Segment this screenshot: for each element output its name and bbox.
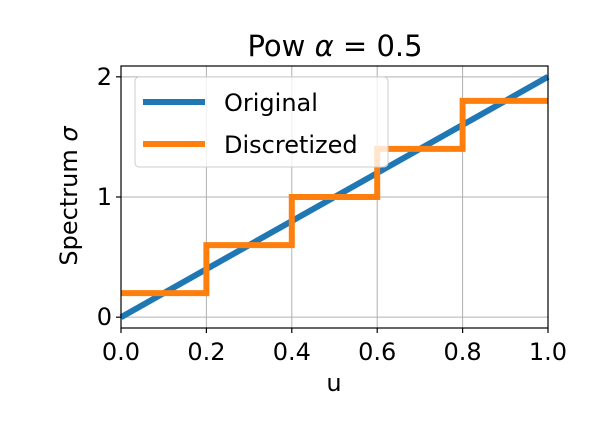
y-tick-label: 0 <box>97 303 112 331</box>
x-axis-label: u <box>326 369 341 397</box>
x-tick-label: 0.6 <box>358 338 396 366</box>
series-group <box>119 74 550 320</box>
series-line-discretized <box>121 97 548 297</box>
x-tick-label: 1.0 <box>529 338 567 366</box>
x-tick-label: 0.0 <box>102 338 140 366</box>
chart-title: Pow α = 0.5 <box>247 29 422 63</box>
x-tick-label: 0.4 <box>273 338 311 366</box>
y-tick-label: 1 <box>97 183 112 211</box>
y-tick-label: 2 <box>97 63 112 91</box>
ticks: 0.0 0.2 0.4 0.6 0.8 1.0 0 1 2 <box>97 63 567 366</box>
legend-label: Discretized <box>224 131 358 159</box>
legend-label: Original <box>224 89 318 117</box>
x-tick-label: 0.2 <box>187 338 225 366</box>
legend: Original Discretized <box>134 76 389 168</box>
x-tick-label: 0.8 <box>444 338 482 366</box>
y-axis-label: Spectrum σ <box>55 126 83 266</box>
